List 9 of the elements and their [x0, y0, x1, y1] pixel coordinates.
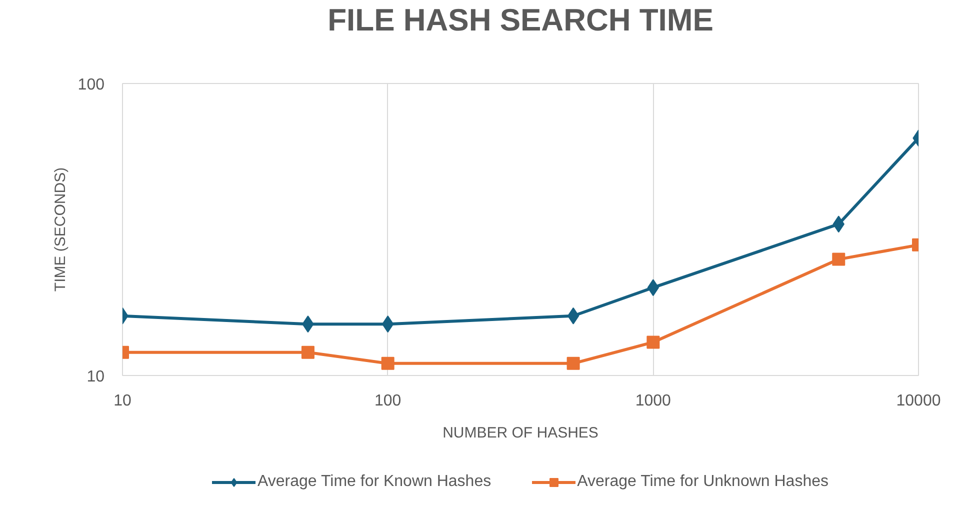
y-axis-title: TIME (SECONDS) [52, 167, 69, 292]
x-axis-title: NUMBER OF HASHES [442, 424, 598, 442]
x-tick-label: 10000 [896, 392, 941, 410]
x-tick-label: 1000 [635, 392, 672, 410]
legend-label: Average Time for Unknown Hashes [577, 473, 828, 491]
chart-title: FILE HASH SEARCH TIME [328, 2, 714, 38]
x-tick-label: 100 [374, 392, 402, 410]
x-tick-label: 10 [114, 392, 132, 410]
legend-label: Average Time for Known Hashes [258, 473, 492, 491]
